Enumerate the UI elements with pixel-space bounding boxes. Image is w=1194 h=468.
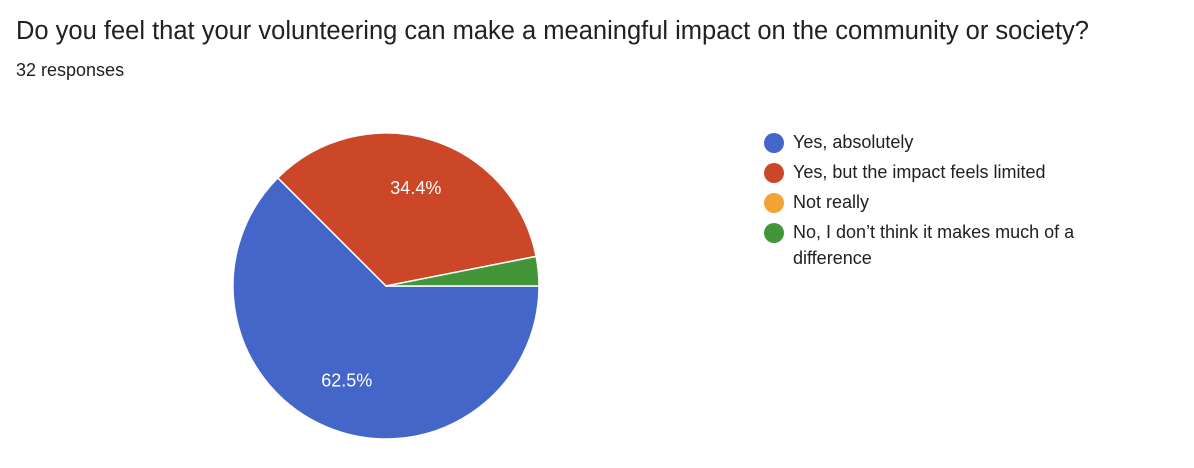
slice-percent-label-0: 62.5% [321,371,372,391]
legend-swatch [764,223,784,243]
legend-swatch [764,133,784,153]
chart-legend: Yes, absolutely Yes, but the impact feels… [764,132,1144,278]
legend-item-2: Not really [764,192,1144,215]
legend-label: Yes, absolutely [793,132,914,152]
legend-item-0: Yes, absolutely [764,132,1144,155]
legend-item-3: No, I don’t think it makes much of a dif… [764,222,1144,271]
legend-label: No, I don’t think it makes much of a dif… [793,222,1075,268]
pie-slice-3 [385,255,540,287]
chart-title: Do you feel that your volunteering can m… [16,17,1089,45]
pie-slice-0 [232,177,540,440]
legend-swatch [764,193,784,213]
pie-slice-1 [277,132,537,287]
slice-percent-label-1: 34.4% [390,178,441,198]
legend-label: Not really [793,192,870,212]
pie-slices [232,132,540,440]
pie-slice-labels: 62.5% 34.4% [321,178,441,391]
response-count: 32 responses [16,60,125,80]
legend-swatch [764,163,784,183]
legend-item-1: Yes, but the impact feels limited [764,162,1144,185]
legend-label: Yes, but the impact feels limited [793,162,1046,182]
